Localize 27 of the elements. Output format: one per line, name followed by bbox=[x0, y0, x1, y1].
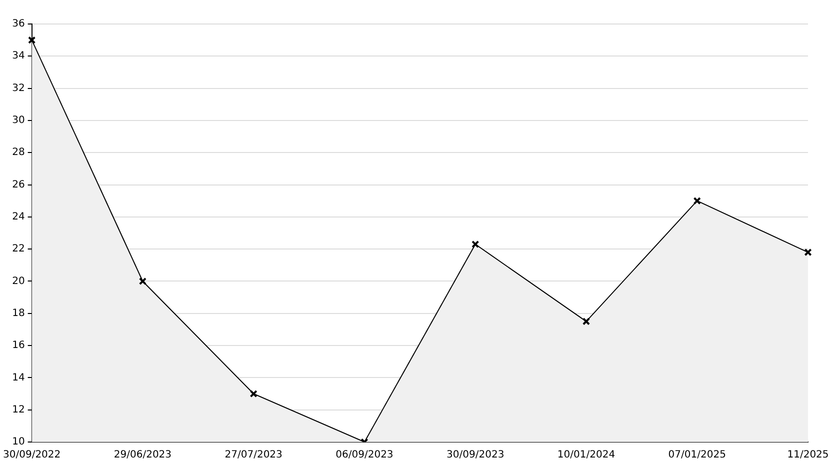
point bbox=[250, 390, 258, 398]
y-tick-label: 36 bbox=[12, 18, 25, 30]
y-tick-label: 18 bbox=[12, 308, 25, 319]
x-tick-label: 29/06/2023 bbox=[114, 450, 172, 461]
y-tick-label: 30 bbox=[12, 115, 25, 126]
y-tick-label: 34 bbox=[12, 50, 25, 62]
y-tick-label: 32 bbox=[12, 82, 25, 94]
x-tick-label: 06/09/2023 bbox=[336, 450, 394, 461]
x-tick-label: 30/09/2022 bbox=[3, 450, 61, 461]
y-tick-label: 28 bbox=[12, 147, 25, 158]
x-tick-label: 11/2025 bbox=[787, 450, 829, 461]
point bbox=[693, 197, 701, 205]
y-tick-label: 12 bbox=[12, 404, 25, 416]
y-tick-label: 16 bbox=[12, 340, 25, 352]
y-tick-label: 14 bbox=[12, 372, 25, 384]
x-tick-label: 30/09/2023 bbox=[446, 450, 504, 461]
y-tick-label: 10 bbox=[12, 436, 25, 448]
x-tick-label: 07/01/2025 bbox=[668, 450, 726, 461]
x-tick-label: 27/07/2023 bbox=[224, 450, 282, 461]
y-tick-label: 20 bbox=[12, 276, 25, 287]
y-tick-label: 22 bbox=[12, 244, 25, 255]
point bbox=[472, 240, 480, 248]
y-tick-label: 26 bbox=[12, 179, 25, 190]
point bbox=[582, 318, 590, 326]
y-tick-label: 24 bbox=[12, 212, 25, 223]
x-tick-label: 10/01/2024 bbox=[557, 450, 616, 461]
point bbox=[138, 277, 147, 286]
